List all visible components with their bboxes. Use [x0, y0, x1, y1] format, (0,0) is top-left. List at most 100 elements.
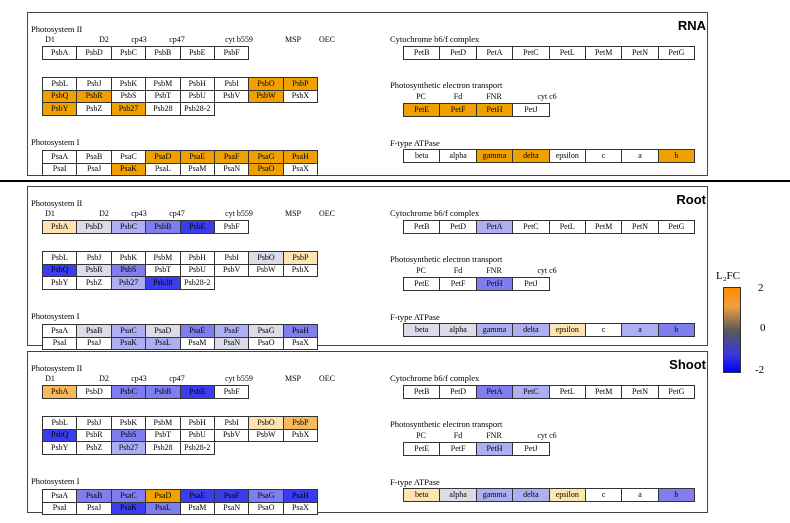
protein-cell: PsaD [146, 325, 181, 338]
protein-cell: PsaB [77, 325, 112, 338]
subunit-label: D1 [45, 209, 55, 218]
protein-cell: PsaN [214, 502, 250, 515]
subunit-label: cp47 [169, 374, 185, 383]
protein-cell: PetG [658, 221, 696, 234]
protein-cell: PetA [476, 221, 514, 234]
protein-cell: PsaC [111, 151, 147, 164]
protein-cell: c [585, 489, 623, 502]
protein-cell: PetE [404, 278, 441, 291]
protein-cell: PsaJ [77, 163, 112, 176]
protein-cell: PsaM [180, 502, 215, 515]
protein-cell: PsbX [283, 264, 319, 277]
subunit-label: MSP [284, 209, 301, 218]
protein-cell: gamma [476, 150, 514, 163]
protein-cell: PsbX [283, 90, 319, 103]
protein-cell: gamma [476, 324, 514, 337]
protein-cell: PsaG [249, 151, 284, 164]
protein-cell: PsaG [249, 325, 284, 338]
protein-cell: PsbH [180, 417, 215, 430]
protein-cell: PsbA [43, 47, 78, 60]
cyt-b6f-grid: PetB PetD PetA PetC PetL PetM PetN PetG [403, 46, 696, 60]
subunit-label: D2 [99, 209, 109, 218]
protein-cell: PetC [513, 221, 550, 234]
protein-cell: PetN [622, 47, 659, 60]
protein-cell: Psb28-2 [180, 277, 215, 290]
protein-cell: PsaI [43, 502, 78, 515]
protein-cell: beta [404, 489, 441, 502]
subunit-label: cyt c6 [537, 431, 557, 440]
protein-cell: PsaF [214, 490, 250, 503]
section-title: F-type ATPase [390, 477, 440, 487]
protein-cell: PsbP [283, 78, 319, 91]
subunit-label: Fd [453, 431, 463, 440]
protein-cell: Psb28 [146, 442, 181, 455]
protein-cell: PetB [404, 221, 441, 234]
protein-cell: c [585, 324, 623, 337]
protein-cell: PsaK [111, 502, 147, 515]
protein-cell: PsaO [249, 163, 284, 176]
protein-cell: epsilon [549, 324, 586, 337]
subunit-label: OEC [319, 209, 335, 218]
protein-cell: PsbA [43, 386, 78, 399]
protein-cell: Psb28-2 [180, 103, 215, 116]
protein-cell: PsbO [249, 78, 284, 91]
protein-cell: PsbZ [77, 442, 112, 455]
protein-cell: PetG [658, 47, 696, 60]
section-title: Photosynthetic electron transport [390, 254, 503, 264]
protein-cell: PsbR [77, 90, 112, 103]
section-title: Photosystem II [31, 198, 83, 208]
subunit-label: FNR [486, 431, 502, 440]
protein-cell: PsaM [180, 163, 215, 176]
legend-title: L₂FC [716, 270, 741, 282]
protein-cell: PsaH [283, 151, 319, 164]
protein-cell: PsaM [180, 337, 215, 350]
legend-max-label: 2 [758, 282, 764, 294]
protein-cell: PetA [476, 47, 514, 60]
atpase-grid: beta alpha gamma delta epsilon c a b [403, 323, 696, 337]
subunit-label: Fd [453, 266, 463, 275]
protein-cell: PsbW [249, 429, 284, 442]
protein-cell: PsbD [77, 221, 112, 234]
protein-cell: PsaI [43, 337, 78, 350]
protein-cell: PsaO [249, 502, 284, 515]
cyt-b6f-grid: PetB PetD PetA PetC PetL PetM PetN PetG [403, 220, 696, 234]
subunit-label: cp43 [131, 209, 147, 218]
protein-cell: PetE [404, 443, 441, 456]
protein-cell: PsaA [43, 151, 78, 164]
protein-cell: PsbJ [77, 252, 112, 265]
protein-cell: PsaE [180, 325, 215, 338]
panel-title: Root [676, 192, 706, 207]
protein-cell: PsbB [146, 221, 181, 234]
protein-cell: PsaL [146, 502, 181, 515]
protein-cell: PetJ [513, 278, 550, 291]
protein-cell: PsbK [111, 417, 147, 430]
protein-cell: PetM [585, 47, 623, 60]
protein-cell: a [622, 489, 659, 502]
section-title: Photosystem I [31, 137, 80, 147]
protein-cell: PetM [585, 386, 623, 399]
protein-cell: PsbL [43, 78, 78, 91]
protein-cell: PsbY [43, 277, 78, 290]
ps2-top-row: PsbA PsbD PsbC PsbB PsbE PsbF [42, 46, 250, 60]
protein-cell: Psb27 [111, 442, 147, 455]
protein-cell: b [658, 150, 696, 163]
protein-cell: PetH [476, 443, 514, 456]
protein-cell: PsbW [249, 264, 284, 277]
protein-cell: PsbT [146, 90, 181, 103]
protein-cell: PetG [658, 386, 696, 399]
protein-cell: PsbF [214, 221, 250, 234]
protein-cell: PetH [476, 278, 514, 291]
protein-cell: PetB [404, 386, 441, 399]
protein-cell: PsbE [180, 221, 215, 234]
protein-cell: PsbW [249, 90, 284, 103]
protein-cell: PetC [513, 47, 550, 60]
protein-cell: PsbY [43, 442, 78, 455]
section-title: Cytochrome b6/f complex [390, 34, 480, 44]
protein-cell: PsbC [111, 386, 147, 399]
protein-cell: PsbJ [77, 78, 112, 91]
protein-cell: PsbH [180, 78, 215, 91]
protein-cell: PetN [622, 386, 659, 399]
protein-cell: b [658, 324, 696, 337]
protein-cell: PsaJ [77, 337, 112, 350]
